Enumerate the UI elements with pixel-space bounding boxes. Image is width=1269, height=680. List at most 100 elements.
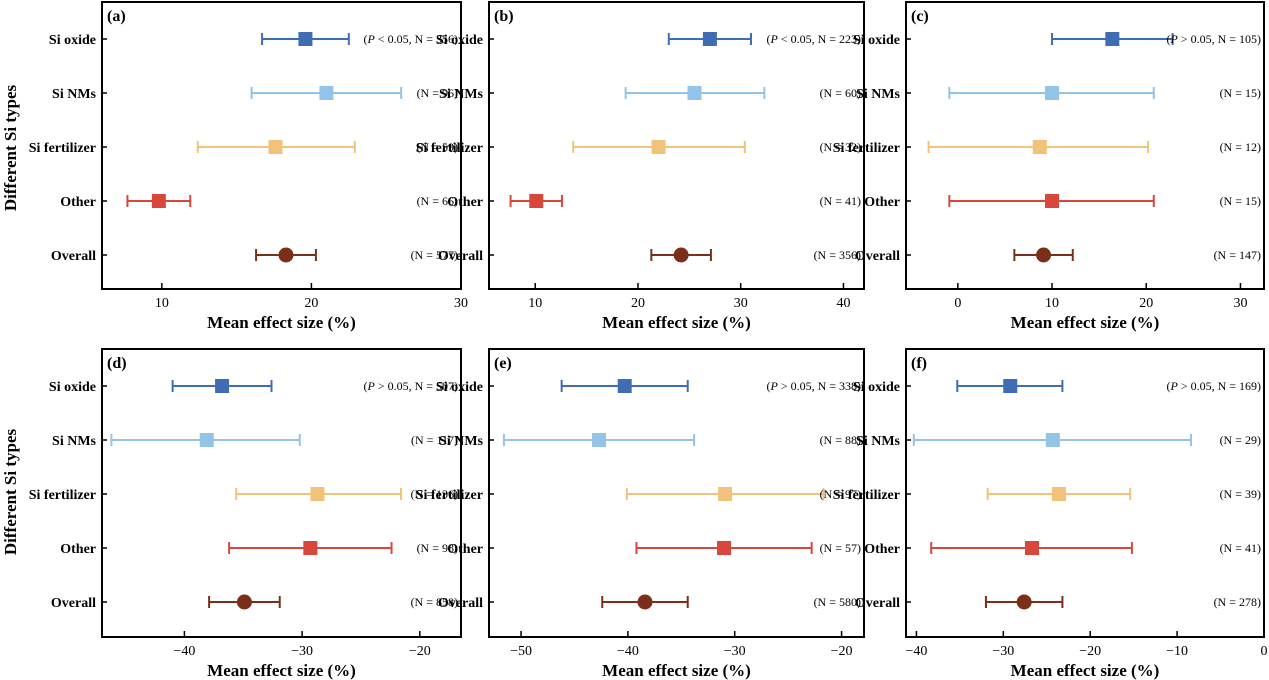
sample-size-annotation: (N = 59) xyxy=(417,140,458,154)
x-tick-label: 30 xyxy=(734,296,748,311)
x-axis-label: Mean effect size (%) xyxy=(602,313,751,332)
x-tick-label: −10 xyxy=(1166,644,1188,659)
sample-size-annotation: (N = 15) xyxy=(1220,194,1261,208)
panel-c: (c) 0 10 20 30 Mean effect size (%) Si oxide (P… xyxy=(833,1,1265,332)
x-tick-label: 10 xyxy=(155,296,169,311)
y-axis-label-bottom: Different Si types xyxy=(1,429,20,556)
category-label: Other xyxy=(864,542,900,557)
category-label: Overall xyxy=(51,249,96,264)
mean-marker-square xyxy=(319,86,334,100)
mean-marker-square xyxy=(717,541,732,555)
x-tick-label: −30 xyxy=(291,644,313,659)
mean-marker-circle xyxy=(1016,594,1032,610)
x-tick-label: −20 xyxy=(1079,644,1101,659)
mean-marker-square xyxy=(1045,194,1060,208)
category-label: Si oxide xyxy=(853,380,900,395)
panel-label: (b) xyxy=(494,8,514,25)
sample-size-annotation: (N = 60) xyxy=(820,86,861,100)
category-label: Other xyxy=(447,542,483,557)
panel-frame xyxy=(488,1,865,290)
mean-marker-square xyxy=(1045,433,1060,447)
mean-marker-square xyxy=(303,541,318,555)
category-label: Si NMs xyxy=(52,87,97,102)
mean-marker-square xyxy=(268,140,283,154)
sample-size-annotation: (N = 136) xyxy=(411,487,458,501)
x-tick-label: −20 xyxy=(831,644,853,659)
category-label: Overall xyxy=(855,249,900,264)
sample-size-annotation: (N = 57) xyxy=(820,541,861,555)
panel-d: (d) −40 −30 −20 Mean effect size (%) Si oxide… xyxy=(29,348,462,680)
category-label: Other xyxy=(60,195,96,210)
sample-size-annotation: (P > 0.05, N = 169) xyxy=(1166,379,1261,393)
x-tick-label: 20 xyxy=(1139,296,1153,311)
category-label: Si NMs xyxy=(52,434,97,449)
mean-marker-square xyxy=(1003,379,1018,393)
x-axis-label: Mean effect size (%) xyxy=(1011,313,1160,332)
y-axis-label-top: Different Si types xyxy=(1,85,20,212)
sample-size-annotation: (N = 147) xyxy=(1214,248,1261,262)
panel-a: (a) 10 20 30 Mean effect size (%) Si oxide (P … xyxy=(29,1,468,332)
x-tick-label: −20 xyxy=(409,644,431,659)
mean-marker-circle xyxy=(278,247,294,263)
x-tick-label: −40 xyxy=(905,644,927,659)
sample-size-annotation: (N = 66) xyxy=(417,194,458,208)
sample-size-annotation: (N = 98) xyxy=(417,541,458,555)
sample-size-annotation: (N = 117) xyxy=(411,433,458,447)
x-tick-label: 30 xyxy=(1233,296,1247,311)
mean-marker-square xyxy=(592,433,607,447)
sample-size-annotation: (N = 32) xyxy=(820,140,861,154)
category-label: Other xyxy=(447,195,483,210)
category-label: Si NMs xyxy=(439,87,484,102)
sample-size-annotation: (P < 0.05, N = 356) xyxy=(363,32,458,46)
x-tick-label: 20 xyxy=(304,296,318,311)
mean-marker-square xyxy=(1105,32,1120,46)
sample-size-annotation: (N = 88) xyxy=(820,433,861,447)
sample-size-annotation: (N = 41) xyxy=(1220,541,1261,555)
mean-marker-square xyxy=(151,194,166,208)
x-tick-label: 10 xyxy=(1045,296,1059,311)
panel-f: (f) −40 −30 −20 −10 0 Mean effect size (%) Si o… xyxy=(833,348,1268,680)
category-label: Si NMs xyxy=(856,434,901,449)
category-label: Si oxide xyxy=(853,33,900,48)
mean-marker-square xyxy=(702,32,717,46)
panel-label: (f) xyxy=(911,355,927,372)
mean-marker-square xyxy=(310,487,325,501)
panel-frame xyxy=(488,348,865,638)
sample-size-annotation: (N = 278) xyxy=(1214,595,1261,609)
category-label: Si fertilizer xyxy=(416,141,483,156)
mean-marker-square xyxy=(718,487,733,501)
x-tick-label: 30 xyxy=(454,296,468,311)
x-tick-label: −30 xyxy=(992,644,1014,659)
mean-marker-square xyxy=(617,379,632,393)
sample-size-annotation: (N = 356) xyxy=(814,248,861,262)
mean-marker-square xyxy=(298,32,313,46)
sample-size-annotation: (N = 96) xyxy=(417,86,458,100)
category-label: Si oxide xyxy=(49,380,96,395)
panel-label: (c) xyxy=(911,8,929,25)
mean-marker-circle xyxy=(1036,247,1052,263)
mean-marker-square xyxy=(1051,487,1066,501)
sample-size-annotation: (N = 29) xyxy=(1220,433,1261,447)
x-tick-label: −50 xyxy=(510,644,532,659)
category-label: Si oxide xyxy=(436,33,483,48)
sample-size-annotation: (N = 15) xyxy=(1220,86,1261,100)
x-tick-label: −40 xyxy=(617,644,639,659)
sample-size-annotation: (N = 580) xyxy=(814,595,861,609)
x-axis-label: Mean effect size (%) xyxy=(207,661,356,680)
panel-label: (a) xyxy=(107,8,126,25)
x-tick-label: 0 xyxy=(1261,644,1268,659)
panel-e: (e) −50 −40 −30 −20 Mean effect size (%) Si ox… xyxy=(416,348,865,680)
x-tick-label: −30 xyxy=(724,644,746,659)
sample-size-annotation: (P > 0.05, N = 338) xyxy=(766,379,861,393)
mean-marker-square xyxy=(215,379,230,393)
sample-size-annotation: (P > 0.05, N = 105) xyxy=(1166,32,1261,46)
panel-frame xyxy=(101,348,462,638)
mean-marker-square xyxy=(529,194,544,208)
panel-label: (d) xyxy=(107,355,127,372)
panel-frame xyxy=(905,348,1265,638)
category-label: Si fertilizer xyxy=(833,141,900,156)
sample-size-annotation: (N = 577) xyxy=(411,248,458,262)
category-label: Si fertilizer xyxy=(29,141,96,156)
